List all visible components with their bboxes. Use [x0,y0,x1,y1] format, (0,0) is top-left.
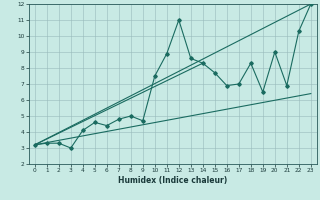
X-axis label: Humidex (Indice chaleur): Humidex (Indice chaleur) [118,176,228,185]
